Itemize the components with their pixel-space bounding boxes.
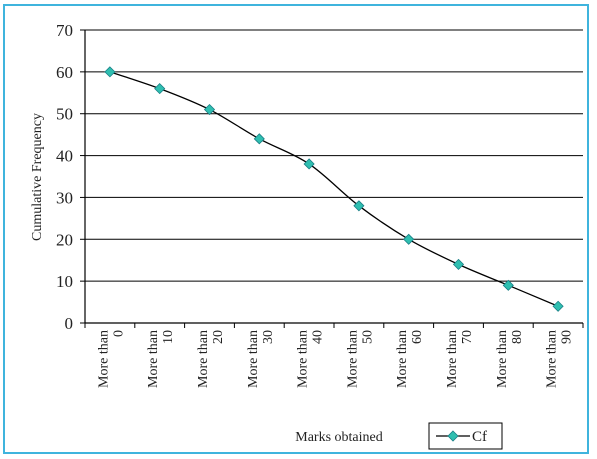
x-tick-label: More than xyxy=(445,330,460,388)
x-tick-label: More than xyxy=(96,330,111,388)
data-point-marker xyxy=(552,300,564,312)
x-tick-label: More than xyxy=(495,330,510,388)
x-tick-label: 20 xyxy=(211,330,226,344)
x-tick-label: 90 xyxy=(560,330,575,344)
x-tick-label: More than xyxy=(545,330,560,388)
data-point-marker xyxy=(303,158,315,170)
x-tick-label: 40 xyxy=(311,330,326,344)
data-point-marker xyxy=(353,200,365,212)
x-tick-label: 50 xyxy=(360,330,375,344)
x-tick-label: 80 xyxy=(510,330,525,344)
y-tick-label: 20 xyxy=(56,230,73,249)
x-tick-label: 60 xyxy=(410,330,425,344)
x-tick-label: 30 xyxy=(261,330,276,344)
series-line-cf xyxy=(109,71,559,307)
y-axis-title: Cumulative Frequency xyxy=(30,113,45,241)
y-tick-label: 50 xyxy=(56,105,73,124)
x-tick-labels: More than 0 More than 10 More than 20 More tha… xyxy=(96,330,574,388)
data-point-marker xyxy=(203,103,216,116)
x-tick-label: 10 xyxy=(161,330,176,344)
legend-label: Cf xyxy=(472,429,487,445)
y-tick-label: 10 xyxy=(56,272,73,291)
gridlines xyxy=(85,29,583,323)
y-tick-labels: 0 10 20 30 40 50 60 70 xyxy=(56,21,73,333)
x-axis-title: Marks obtained xyxy=(295,430,382,445)
data-point-marker xyxy=(154,83,166,95)
x-tick-label: 70 xyxy=(460,330,475,344)
x-tick-label: 0 xyxy=(111,330,126,337)
data-point-marker xyxy=(403,233,415,245)
y-tick-label: 0 xyxy=(65,314,74,333)
data-point-marker xyxy=(253,133,265,145)
x-tick-label: More than xyxy=(296,330,311,388)
y-tick-label: 30 xyxy=(56,188,73,207)
y-tick-label: 40 xyxy=(56,147,73,166)
y-tick-label: 70 xyxy=(56,21,73,40)
data-point-marker xyxy=(452,258,465,270)
x-tick-label: More than xyxy=(395,330,410,388)
legend: Cf xyxy=(428,422,503,450)
x-tick-label: More than xyxy=(345,330,360,388)
x-tick-label: More than xyxy=(146,330,161,388)
plot-area xyxy=(85,30,583,323)
axes xyxy=(80,29,584,328)
series-cf xyxy=(104,66,564,312)
data-point-marker xyxy=(104,66,116,78)
legend-marker-icon xyxy=(447,430,459,442)
data-point-marker xyxy=(502,279,514,291)
y-tick-label: 60 xyxy=(56,63,73,82)
x-tick-label: More than xyxy=(196,330,211,388)
x-tick-label: More than xyxy=(246,330,261,388)
